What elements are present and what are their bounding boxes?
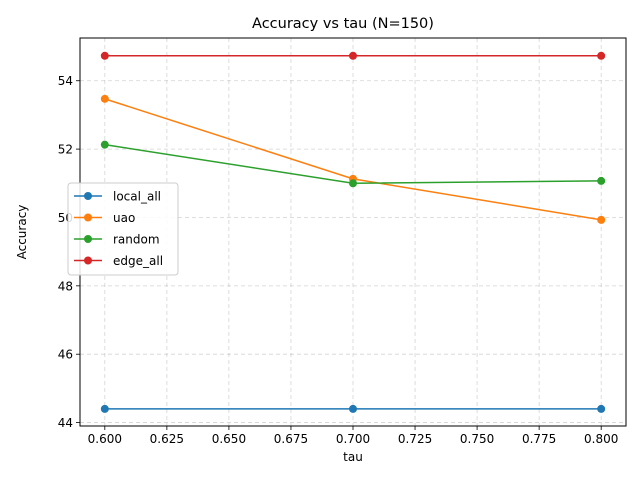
legend-marker bbox=[84, 192, 92, 200]
x-tick-label: 0.675 bbox=[274, 432, 308, 446]
x-tick-label: 0.775 bbox=[522, 432, 556, 446]
legend-item-uao: uao bbox=[74, 211, 135, 225]
x-tick-label: 0.625 bbox=[150, 432, 184, 446]
series-local_all bbox=[100, 404, 606, 413]
chart-title: Accuracy vs tau (N=150) bbox=[252, 16, 434, 32]
x-tick-label: 0.700 bbox=[336, 432, 370, 446]
data-point-edge_all bbox=[597, 51, 606, 60]
data-point-local_all bbox=[100, 404, 109, 413]
x-tick-label: 0.600 bbox=[88, 432, 122, 446]
legend-label: local_all bbox=[113, 190, 161, 204]
data-point-random bbox=[597, 176, 606, 185]
legend-label: edge_all bbox=[113, 254, 163, 268]
grid-lines bbox=[80, 38, 626, 426]
x-tick-label: 0.725 bbox=[398, 432, 432, 446]
data-point-uao bbox=[100, 94, 109, 103]
x-tick-label: 0.750 bbox=[460, 432, 494, 446]
x-axis-label: tau bbox=[343, 450, 363, 464]
legend-marker bbox=[84, 256, 92, 265]
data-point-random bbox=[349, 179, 357, 188]
series-edge_all bbox=[100, 51, 606, 60]
series-layer bbox=[100, 51, 606, 413]
legend-label: uao bbox=[113, 211, 135, 225]
legend-marker bbox=[84, 235, 92, 243]
axis-ticks: 0.600 0.625 0.650 0.675 0.700 0.725 0.750 0.775… bbox=[58, 74, 619, 446]
data-point-uao bbox=[597, 215, 606, 224]
series-random bbox=[100, 140, 606, 188]
x-tick-label: 0.650 bbox=[212, 432, 246, 446]
y-tick-label: 48 bbox=[58, 279, 73, 293]
legend-item-local_all: local_all bbox=[74, 190, 161, 204]
x-tick-label: 0.800 bbox=[584, 432, 618, 446]
y-axis-label: Accuracy bbox=[15, 205, 29, 260]
y-tick-label: 54 bbox=[58, 74, 73, 88]
legend-item-random: random bbox=[74, 233, 160, 247]
y-tick-label: 52 bbox=[58, 143, 73, 157]
data-point-local_all bbox=[349, 404, 357, 413]
y-tick-label: 44 bbox=[58, 416, 73, 430]
data-point-local_all bbox=[597, 404, 606, 413]
y-tick-label: 46 bbox=[58, 348, 73, 362]
legend-marker bbox=[84, 213, 92, 222]
data-point-random bbox=[100, 140, 109, 149]
data-point-edge_all bbox=[100, 51, 109, 60]
legend-box bbox=[67, 182, 179, 276]
data-point-edge_all bbox=[349, 51, 357, 60]
legend-label: random bbox=[113, 233, 160, 247]
legend-item-edge_all: edge_all bbox=[74, 254, 163, 268]
